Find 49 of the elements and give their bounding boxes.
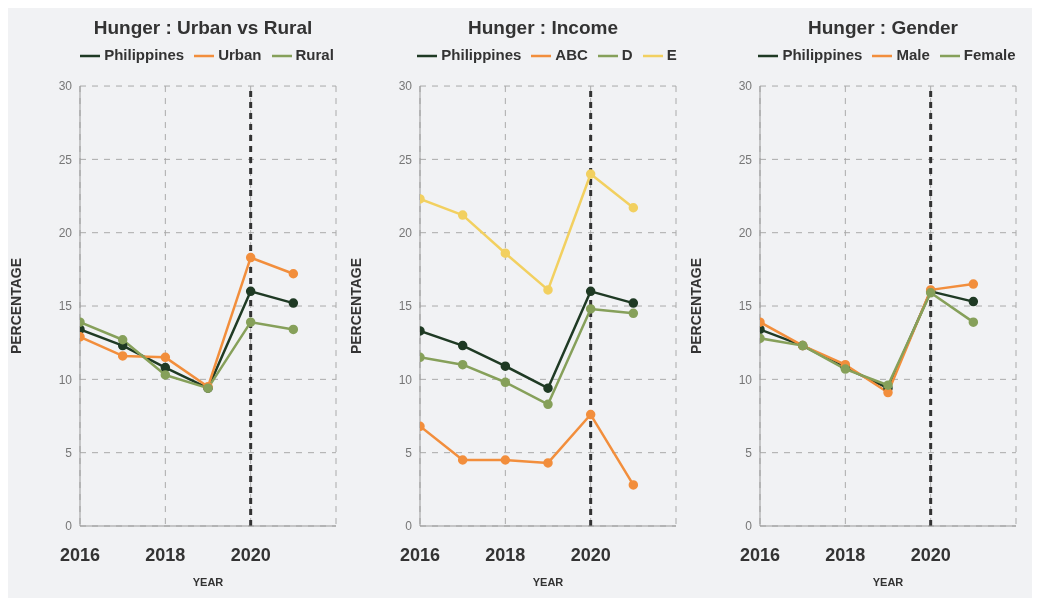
y-tick-label: 30 [58, 79, 73, 94]
x-axis-title: YEAR [192, 576, 224, 588]
y-tick-label: 15 [398, 299, 413, 314]
y-tick-label: 30 [738, 79, 753, 94]
y-tick-label: 20 [58, 225, 73, 240]
y-tick-label: 25 [58, 152, 73, 167]
legend-label: Rural [295, 46, 334, 63]
y-tick-label: 0 [405, 519, 413, 534]
x-tick-label: 2020 [230, 544, 271, 565]
legend-label: D [621, 46, 633, 63]
y-tick-label: 10 [738, 372, 753, 387]
x-tick-label: 2020 [570, 544, 611, 565]
legend-label: E [666, 46, 677, 63]
legend-label: Philippines [441, 46, 522, 63]
y-tick-label: 0 [65, 519, 73, 534]
y-axis-title: PERCENTAGE [687, 257, 704, 355]
x-axis-title: YEAR [532, 576, 564, 588]
y-tick-label: 20 [398, 225, 413, 240]
y-axis-title: PERCENTAGE [347, 257, 364, 355]
y-tick-label: 20 [738, 225, 753, 240]
x-tick-label: 2018 [485, 544, 526, 565]
y-tick-label: 10 [58, 372, 73, 387]
x-tick-label: 2018 [145, 544, 186, 565]
legend-label: Philippines [782, 46, 863, 63]
x-tick-label: 2018 [825, 544, 866, 565]
y-tick-label: 5 [745, 445, 753, 460]
y-tick-label: 15 [58, 299, 73, 314]
x-tick-label: 2016 [399, 544, 441, 565]
legend-label: Urban [218, 46, 262, 63]
legend-label: Male [896, 46, 930, 63]
y-tick-label: 0 [745, 519, 753, 534]
legend-label: Philippines [104, 46, 185, 63]
y-tick-label: 25 [398, 152, 413, 167]
y-tick-label: 25 [738, 152, 753, 167]
y-tick-label: 15 [738, 299, 753, 314]
chart-title: Hunger : Gender [807, 16, 959, 40]
y-tick-label: 5 [405, 445, 413, 460]
y-tick-label: 10 [398, 372, 413, 387]
x-tick-label: 2016 [739, 544, 781, 565]
y-tick-label: 30 [398, 79, 413, 94]
chart-title: Hunger : Urban vs Rural [92, 16, 314, 40]
x-tick-label: 2020 [910, 544, 951, 565]
chart-title: Hunger : Income [467, 16, 619, 40]
legend-label: Female [963, 46, 1016, 63]
x-axis-title: YEAR [872, 576, 904, 588]
y-axis-title: PERCENTAGE [7, 257, 24, 355]
x-tick-label: 2016 [59, 544, 101, 565]
y-tick-label: 5 [65, 445, 73, 460]
legend-label: ABC [555, 46, 588, 63]
